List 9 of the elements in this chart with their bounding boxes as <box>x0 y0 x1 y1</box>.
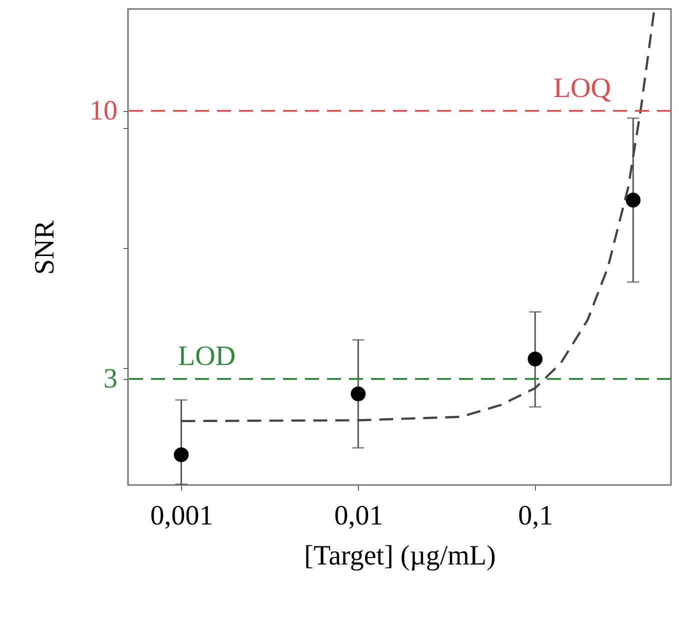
y-axis-title: SNR <box>30 220 60 275</box>
x-axis-title: [Target] (µg/mL) <box>304 540 496 572</box>
x-tick-label: 0,1 <box>518 500 554 532</box>
ref-line-label: LOD <box>178 340 236 372</box>
x-tick-label: 0,01 <box>334 500 384 532</box>
x-tick-label: 0,001 <box>150 500 214 532</box>
ref-line-label: LOQ <box>553 72 611 104</box>
y-tick-label: 10 <box>90 95 118 126</box>
y-tick-label: 3 <box>104 363 118 394</box>
